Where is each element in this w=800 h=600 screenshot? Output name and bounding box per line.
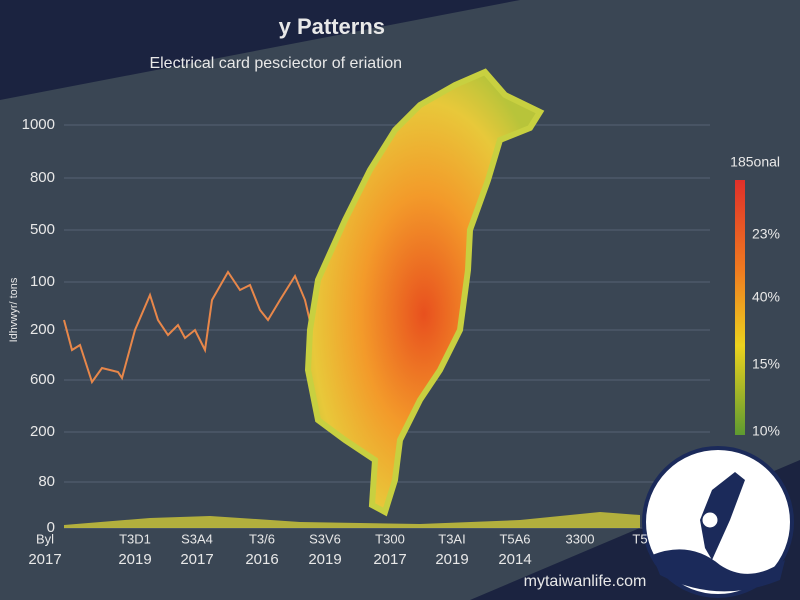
y-tick-label: 200 bbox=[30, 423, 55, 440]
area-fill bbox=[64, 512, 640, 528]
x-tick-label: 2017 bbox=[373, 551, 406, 568]
chart-title: y Patterns bbox=[279, 14, 385, 39]
y-tick-label: 500 bbox=[30, 221, 55, 238]
logo-island bbox=[700, 472, 745, 560]
y-axis-label: Idhvwyr/ tons bbox=[8, 277, 20, 342]
y-tick-label: 80 bbox=[38, 473, 55, 490]
x-tick-label: 2014 bbox=[498, 551, 531, 568]
colorbar-label: 23% bbox=[752, 226, 780, 242]
x-tick-label: T5 bbox=[632, 531, 647, 546]
x-tick-label: 2019 bbox=[118, 551, 151, 568]
colorbar-label: 40% bbox=[752, 289, 780, 305]
x-tick-label: 3300 bbox=[566, 531, 595, 546]
header-band bbox=[0, 0, 520, 100]
logo-sun bbox=[701, 511, 719, 529]
y-tick-label: 600 bbox=[30, 371, 55, 388]
x-tick-label: 2019 bbox=[435, 551, 468, 568]
y-tick-label: 0 bbox=[47, 519, 55, 536]
x-tick-label: T5A6 bbox=[499, 531, 530, 546]
x-tick-label: 2017 bbox=[28, 551, 61, 568]
colorbar-label: 15% bbox=[752, 356, 780, 372]
x-tick-label: 2019 bbox=[308, 551, 341, 568]
trend-line bbox=[63, 270, 313, 385]
colorbar bbox=[735, 180, 745, 435]
taiwan-heatmap bbox=[304, 68, 545, 517]
y-tick-label: 200 bbox=[30, 321, 55, 338]
x-tick-label: 2017 bbox=[180, 551, 213, 568]
x-tick-label: 2016 bbox=[245, 551, 278, 568]
logo-wave bbox=[652, 549, 785, 592]
x-tick-label: T300 bbox=[375, 531, 405, 546]
y-tick-label: 1000 bbox=[22, 116, 55, 133]
y-tick-label: 800 bbox=[30, 169, 55, 186]
x-tick-label: S3A4 bbox=[181, 531, 213, 546]
colorbar-label: 10% bbox=[752, 423, 780, 439]
colorbar-label: 185onal bbox=[730, 154, 780, 170]
x-tick-label: S3V6 bbox=[309, 531, 341, 546]
x-tick-label: T3/6 bbox=[249, 531, 275, 546]
x-tick-label: Byl bbox=[36, 531, 54, 546]
x-tick-label: T3AI bbox=[438, 531, 465, 546]
chart-subtitle: Electrical card pesciector of eriation bbox=[149, 55, 402, 72]
x-tick-label: T3D1 bbox=[119, 531, 151, 546]
y-tick-label: 100 bbox=[30, 273, 55, 290]
watermark: mytaiwanlife.com bbox=[524, 573, 647, 590]
